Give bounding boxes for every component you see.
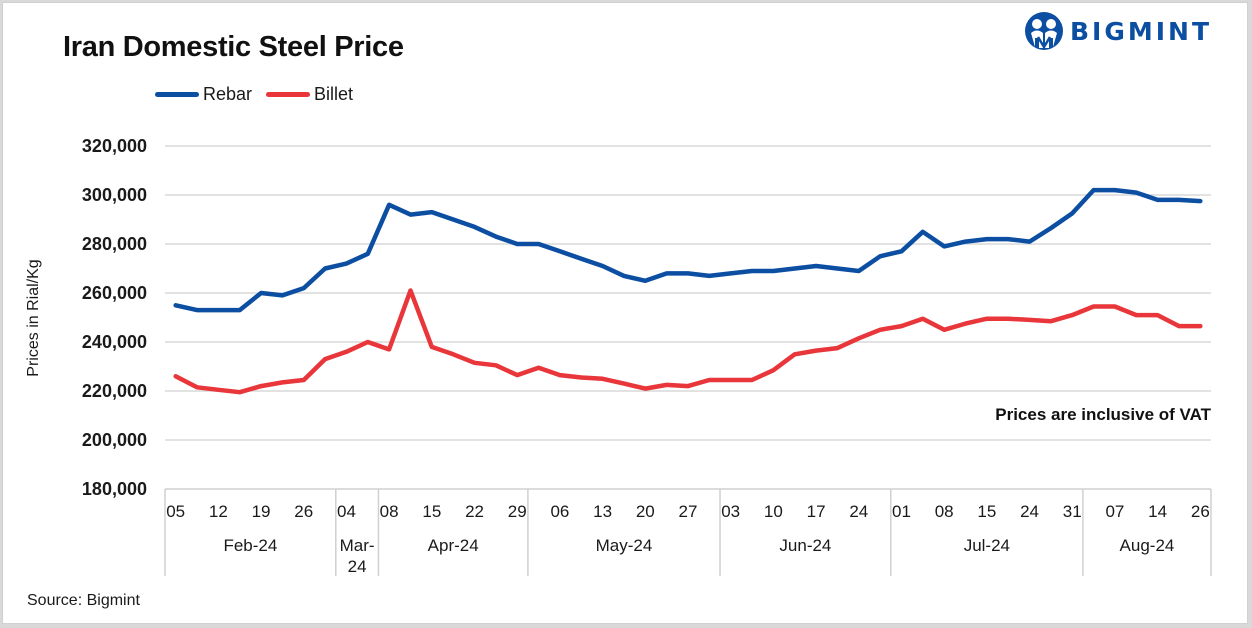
series-line-rebar [173, 187, 1203, 313]
legend-swatch-billet [266, 91, 311, 97]
month-label: Feb-24 [223, 536, 277, 555]
x-axis: 05 12 19 26 04 08 15 22 29 06 13 20 27 03 10 17 24 01 08 15… [164, 488, 1212, 576]
x-tick-label: 10 [764, 502, 783, 521]
y-tick-label: 240,000 [82, 332, 147, 352]
legend-swatch-rebar [155, 91, 199, 97]
y-tick-label: 280,000 [82, 234, 147, 254]
x-tick-label: 27 [679, 502, 698, 521]
x-tick-label: 20 [636, 502, 655, 521]
bigmint-people-icon [1025, 12, 1063, 50]
x-tick-label: 06 [550, 502, 569, 521]
legend-label-billet: Billet [314, 83, 354, 104]
source-note: Source: Bigmint [27, 592, 140, 609]
x-tick-label: 01 [892, 502, 911, 521]
y-tick-label: 320,000 [82, 136, 147, 156]
legend-item-billet: Billet [266, 84, 353, 105]
x-tick-label: 05 [166, 502, 185, 521]
legend-label-rebar: Rebar [203, 83, 253, 104]
x-tick-label: 15 [977, 502, 996, 521]
x-tick-label: 07 [1105, 502, 1124, 521]
x-tick-label: 26 [294, 502, 313, 521]
x-tick-label: 15 [422, 502, 441, 521]
y-tick-label: 200,000 [82, 430, 147, 450]
x-tick-label: 04 [337, 502, 356, 521]
logo-text: BIGMINT [1070, 16, 1213, 46]
x-tick-label: 14 [1148, 502, 1167, 521]
x-tick-label: 26 [1191, 502, 1210, 521]
month-label: Apr-24 [428, 536, 479, 555]
series [173, 187, 1203, 395]
month-label: Jun-24 [779, 536, 831, 555]
x-tick-label: 08 [380, 502, 399, 521]
x-tick-label: 31 [1063, 502, 1082, 521]
x-tick-label: 12 [209, 502, 228, 521]
month-label: 24 [348, 557, 367, 576]
month-label: May-24 [596, 536, 653, 555]
x-tick-label: 17 [807, 502, 826, 521]
x-tick-label: 24 [1020, 502, 1039, 521]
month-label: Mar- [340, 536, 375, 555]
x-tick-label: 03 [721, 502, 740, 521]
legend: Rebar Billet [155, 82, 367, 106]
y-tick-label: 300,000 [82, 185, 147, 205]
x-tick-label: 08 [935, 502, 954, 521]
legend-item-rebar: Rebar [155, 84, 252, 105]
x-tick-label: 13 [593, 502, 612, 521]
y-axis: 180,000 200,000 220,000 240,000 260,000 280,0… [82, 136, 147, 499]
gridlines [165, 145, 1211, 441]
bigmint-logo: BIGMINT [1024, 11, 1212, 51]
x-tick-label: 24 [849, 502, 868, 521]
x-tick-label: 29 [508, 502, 527, 521]
vat-annotation: Prices are inclusive of VAT [995, 405, 1211, 424]
y-axis-label: Prices in Rial/Kg [25, 259, 42, 376]
chart-title: Iran Domestic Steel Price [63, 31, 404, 63]
x-tick-label: 19 [252, 502, 271, 521]
month-label: Jul-24 [964, 536, 1010, 555]
month-label: Aug-24 [1120, 536, 1175, 555]
y-tick-label: 180,000 [82, 479, 147, 499]
x-tick-label: 22 [465, 502, 484, 521]
y-tick-label: 260,000 [82, 283, 147, 303]
y-tick-label: 220,000 [82, 381, 147, 401]
